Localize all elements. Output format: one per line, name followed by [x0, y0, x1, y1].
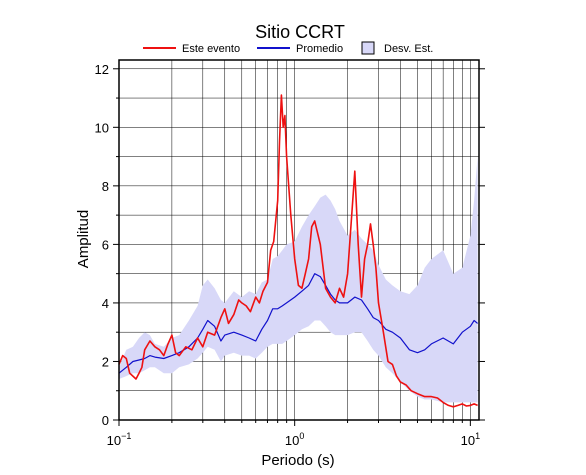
- plot-frame: [118, 59, 480, 421]
- y-tick-label: 2: [102, 354, 109, 369]
- x-tick-label-exponent: 1: [475, 431, 480, 441]
- x-tick-label: 101: [461, 431, 480, 448]
- y-tick-label: 4: [102, 296, 109, 311]
- chart-title: Sitio CCRT: [255, 22, 345, 42]
- series-line-este-evento: [118, 94, 478, 408]
- x-tick-label: 100: [285, 431, 304, 448]
- series-layer: [118, 94, 478, 408]
- x-axis-label: Periodo (s): [261, 452, 334, 469]
- y-tick-label: 0: [102, 413, 109, 428]
- y-tick-label: 12: [95, 62, 109, 77]
- x-tick-label-exponent: 0: [299, 431, 304, 441]
- series-line-promedio: [118, 273, 478, 374]
- legend: Este evento Promedio Desv. Est.: [143, 41, 433, 55]
- y-axis-label: Amplitud: [75, 210, 92, 268]
- y-tick-label: 6: [102, 237, 109, 252]
- y-tick-label: 8: [102, 179, 109, 194]
- x-tick-label-base: 10: [461, 433, 475, 448]
- x-tick-label-base: 10: [107, 433, 121, 448]
- y-tick-label: 10: [95, 120, 109, 135]
- legend-label-este-evento: Este evento: [182, 43, 240, 55]
- legend-label-promedio: Promedio: [296, 43, 343, 55]
- x-tick-label: 10−1: [107, 431, 132, 448]
- x-tick-label-exponent: −1: [121, 431, 131, 441]
- x-tick-label-base: 10: [285, 433, 299, 448]
- legend-swatch-desv-est: [361, 41, 375, 55]
- legend-label-desv-est: Desv. Est.: [384, 43, 433, 55]
